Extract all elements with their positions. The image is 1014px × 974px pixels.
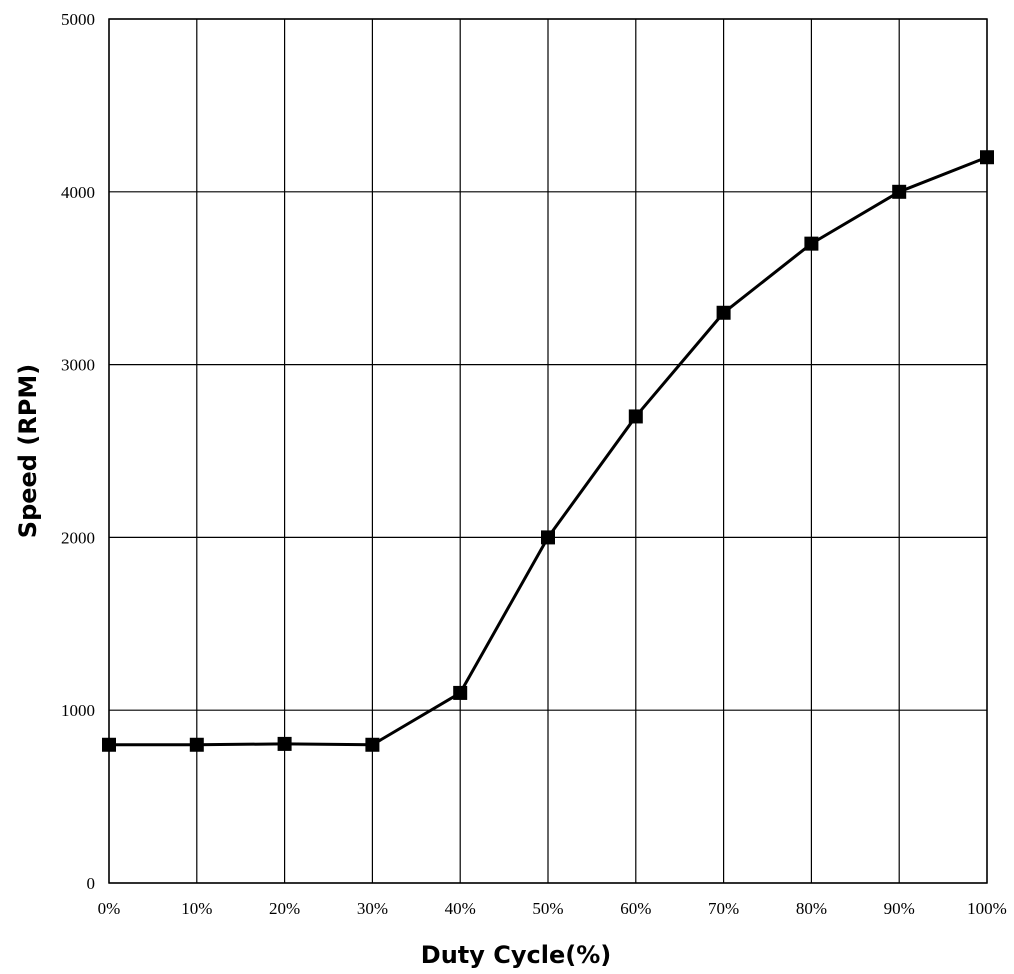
x-tick-label: 20%	[269, 899, 300, 918]
data-point-marker	[277, 736, 292, 751]
data-point-marker	[804, 236, 819, 251]
x-tick-label: 80%	[796, 899, 827, 918]
data-point-marker	[541, 530, 555, 545]
data-point-marker	[365, 737, 380, 752]
data-point-marker	[716, 305, 731, 320]
y-tick-label: 3000	[61, 356, 95, 375]
grid	[108, 18, 988, 884]
data-point-marker	[189, 737, 204, 752]
data-point-marker	[980, 150, 994, 165]
x-tick-label: 0%	[98, 899, 121, 918]
y-axis-title: Speed (RPM)	[14, 364, 42, 538]
data-point-marker	[892, 184, 907, 199]
data-point-marker	[453, 685, 468, 700]
x-tick-label: 100%	[967, 899, 1007, 918]
x-tick-label: 60%	[620, 899, 651, 918]
x-axis-tick-labels: 0% 10% 20% 30% 40% 50% 60% 70% 80% 90% 100%	[98, 899, 1007, 918]
y-tick-label: 4000	[61, 183, 95, 202]
data-point-marker	[628, 409, 643, 424]
x-tick-label: 40%	[445, 899, 476, 918]
x-axis-title: Duty Cycle(%)	[421, 941, 611, 969]
series-group	[102, 150, 994, 752]
x-tick-label: 10%	[181, 899, 212, 918]
y-tick-label: 1000	[61, 701, 95, 720]
y-tick-label: 2000	[61, 528, 95, 547]
x-tick-label: 90%	[884, 899, 915, 918]
data-point-marker	[102, 737, 116, 752]
x-tick-label: 30%	[357, 899, 388, 918]
x-tick-label: 70%	[708, 899, 739, 918]
y-tick-label: 0	[87, 874, 96, 893]
y-tick-label: 5000	[61, 10, 95, 29]
x-tick-label: 50%	[532, 899, 563, 918]
plot-area-frame	[108, 18, 988, 884]
y-axis-tick-labels: 0 1000 2000 3000 4000 5000	[61, 10, 95, 893]
